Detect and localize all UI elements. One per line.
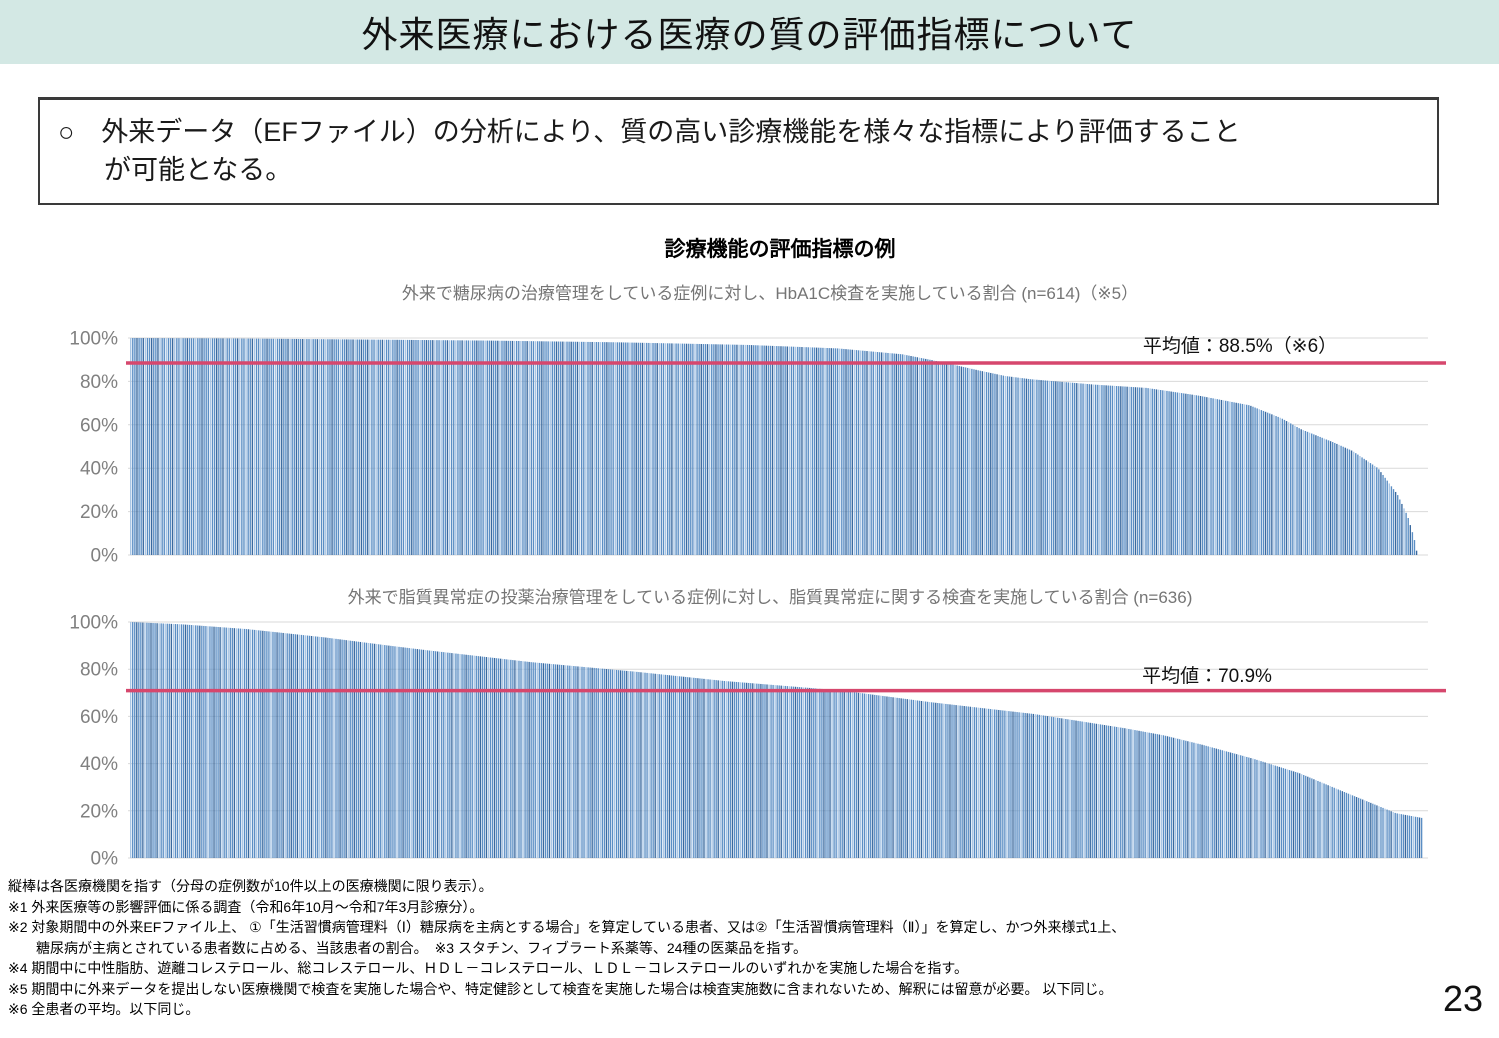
footnote-line: 縦棒は各医療機関を指す（分母の症例数が10件以上の医療機関に限り表示）。 bbox=[8, 878, 493, 894]
chart1-plot-diabetes-hba1c: 100% 80% 60% 40% 20% 0% bbox=[69, 329, 1446, 567]
y-tick-label: 20% bbox=[80, 502, 118, 523]
y-tick-label: 100% bbox=[69, 613, 118, 634]
bars-institutions bbox=[130, 622, 1423, 858]
page-number: 23 bbox=[1442, 978, 1483, 1019]
y-tick-label: 0% bbox=[91, 849, 119, 867]
section-title: 診療機能の評価指標の例 bbox=[664, 238, 896, 261]
y-tick-label: 60% bbox=[80, 415, 118, 436]
footnote-line: ※5 期間中に外来データを提出しない医療機関で検査を実施した場合や、特定健診とし… bbox=[8, 980, 1113, 997]
footnote-line: ※2 対象期間中の外来EFファイル上、 ①「生活習慣病管理料（Ⅰ）糖尿病を主病と… bbox=[8, 919, 1126, 935]
footnote-line: 糖尿病が主病とされている患者数に占める、当該患者の割合。 ※3 スタチン、フィブ… bbox=[8, 939, 808, 956]
footnote-line: ※6 全患者の平均。以下同じ。 bbox=[8, 1001, 200, 1017]
footnotes: 縦棒は各医療機関を指す（分母の症例数が10件以上の医療機関に限り表示）。 ※1 … bbox=[8, 876, 1478, 1020]
footnote-line: ※1 外来医療等の影響評価に係る調査（令和6年10月～令和7年3月診療分）。 bbox=[8, 898, 484, 915]
y-tick-label: 0% bbox=[91, 546, 119, 567]
y-tick-label: 60% bbox=[80, 707, 118, 728]
y-tick-label: 20% bbox=[80, 801, 118, 822]
chart2-mean-label: 平均値：70.9% bbox=[1142, 666, 1272, 687]
page-title: 外来医療における医療の質の評価指標について bbox=[361, 14, 1138, 55]
y-tick-label: 40% bbox=[80, 459, 118, 480]
y-tick-label: 80% bbox=[80, 660, 118, 681]
bars-institutions bbox=[130, 338, 1418, 555]
y-axis-tick-labels: 100% 80% 60% 40% 20% 0% bbox=[69, 613, 118, 867]
chart1-title: 外来で糖尿病の治療管理をしている症例に対し、HbA1C検査を実施している割合 (… bbox=[401, 284, 1139, 303]
summary-text-line-2: が可能となる。 bbox=[104, 155, 293, 186]
summary-text-line-1: ○ 外来データ（EFファイル）の分析により、質の高い診療機能を様々な指標により評… bbox=[58, 117, 1241, 147]
footnote-line: ※4 期間中に中性脂肪、遊離コレステロール、総コレステロール、ＨＤＬ－コレステロ… bbox=[8, 960, 969, 976]
chart1-mean-label: 平均値：88.5%（※6） bbox=[1142, 336, 1338, 357]
y-tick-label: 100% bbox=[69, 329, 118, 350]
y-axis-tick-labels: 100% 80% 60% 40% 20% 0% bbox=[69, 329, 118, 567]
page-header: 外来医療における医療の質の評価指標について bbox=[0, 0, 1499, 64]
chart2-plot-dyslipidemia-test: 100% 80% 60% 40% 20% 0% bbox=[69, 613, 1446, 867]
summary-box: ○ 外来データ（EFファイル）の分析により、質の高い診療機能を様々な指標により評… bbox=[38, 97, 1439, 205]
chart2-title: 外来で脂質異常症の投薬治療管理をしている症例に対し、脂質異常症に関する検査を実施… bbox=[347, 588, 1193, 607]
y-tick-label: 80% bbox=[80, 372, 118, 393]
y-tick-label: 40% bbox=[80, 754, 118, 775]
